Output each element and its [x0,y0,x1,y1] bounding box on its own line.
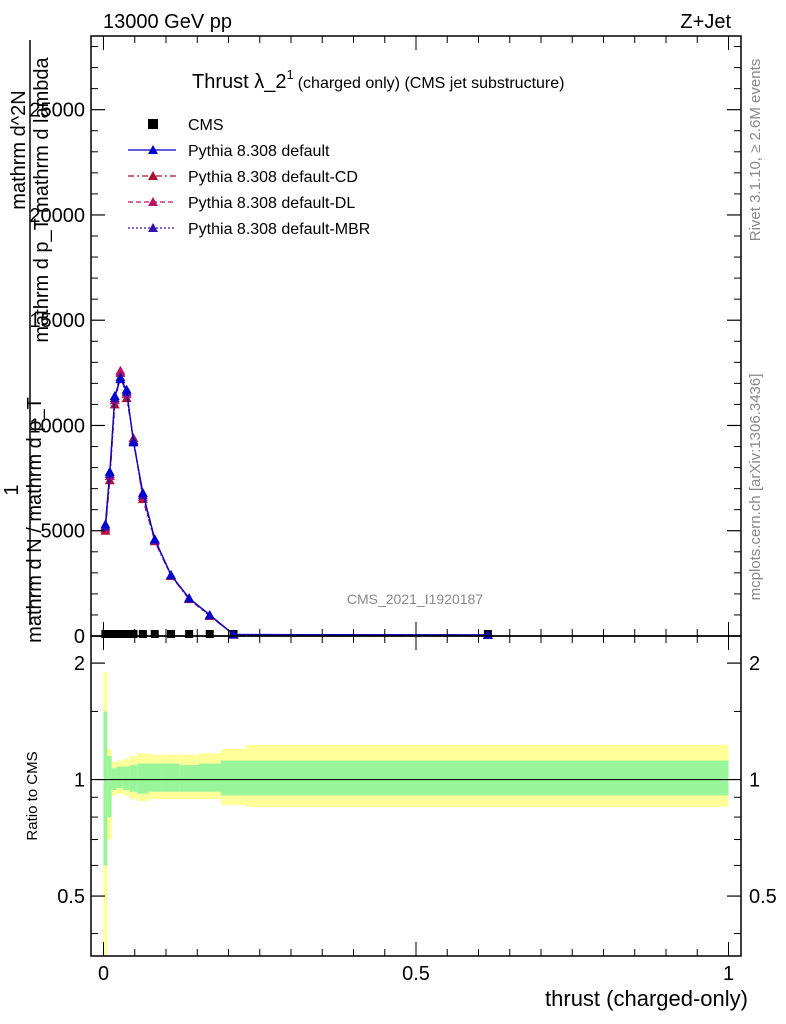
ratio-inner-band [103,711,108,866]
main-y-tick-label: 15000 [29,310,85,332]
ratio-y-label: Ratio to CMS [24,751,41,840]
main-plot-area [100,365,493,640]
ratio-inner-band [107,756,112,818]
main-y-tick-label: 5000 [41,521,86,543]
legend-label: Pythia 8.308 default-MBR [188,221,370,238]
legend-label: Pythia 8.308 default [188,143,330,160]
series-marker-1 [115,374,126,384]
x-tick-label: 0.5 [402,963,430,985]
ratio-y-tick-label: 0.5 [57,886,85,908]
legend-marker [148,145,158,154]
legend-label: Pythia 8.308 default-CD [188,169,358,186]
cms-data-point [138,630,147,638]
series-marker-1 [137,487,148,497]
cms-data-point [167,630,175,638]
cms-data-point [205,630,214,638]
series-marker-3 [115,365,126,375]
legend-marker [148,171,158,180]
y-label-numerator: 1 [1,484,23,495]
legend-marker [148,197,158,206]
ratio-y-tick-label-right: 0.5 [749,886,777,908]
ratio-inner-band [179,765,199,792]
analysis-watermark: CMS_2021_I1920187 [347,591,483,607]
cms-data-point [122,630,131,638]
series-marker-1 [121,384,132,394]
series-marker-1 [128,437,139,447]
cms-data-point [110,630,119,638]
main-y-tick-label: 10000 [29,415,85,437]
legend-marker [148,223,158,232]
ratio-inner-band [221,760,246,796]
series-marker-1 [100,519,111,529]
series-marker-1 [204,609,215,619]
main-y-tick-label: 0 [74,626,85,648]
ratio-y-tick-label: 2 [74,653,85,675]
ratio-inner-band [246,760,729,796]
ratio-y-tick-label: 1 [74,770,85,792]
ratio-plot-area [103,671,729,956]
header-right: Z+Jet [680,11,731,33]
plot-title: Thrust λ_21(charged only) (CMS jet subst… [192,67,564,93]
series-marker-1 [104,466,115,476]
main-y-tick-label: 20000 [29,205,85,227]
legend-label: Pythia 8.308 default-DL [188,195,355,212]
ratio-inner-band [137,763,149,794]
ratio-inner-band [148,763,162,792]
cms-data-point [129,630,138,638]
series-marker-1 [184,593,195,603]
ratio-inner-band [161,763,180,792]
main-y-label: 1 mathrm d N / mathrm d p_T mathrm d^2N … [1,40,53,643]
cms-data-point [116,630,125,638]
rivet-label: Rivet 3.1.10, ≥ 2.6M events [747,59,764,242]
header-left: 13000 GeV pp [103,11,232,33]
legend: CMS Pythia 8.308 default Pythia 8.308 defa… [128,117,370,238]
ratio-inner-band [198,763,221,792]
cms-data-point [185,630,194,638]
cms-data-point [150,630,159,638]
x-tick-label: 1 [723,963,734,985]
mcplots-label: mcplots.cern.ch [arXiv:1306.3436] [747,374,764,601]
ratio-y-tick-label-right: 2 [749,653,760,675]
series-marker-1 [149,534,160,544]
series-marker-1 [166,569,176,579]
y-label-main: mathrm d^2N [8,90,30,209]
cms-data-point [101,630,110,638]
x-tick-label: 0 [98,963,109,985]
ratio-inner-band [122,766,130,790]
series-marker-1 [109,391,120,400]
ratio-inner-band [129,765,138,792]
cms-data-point [105,630,114,638]
y-label-main-den: mathrm d p_T mathrm d lambda [31,56,53,342]
ratio-inner-band [116,766,123,789]
legend-label: CMS [188,117,224,134]
legend-marker-cms [148,119,158,129]
main-y-tick-label: 25000 [29,100,85,122]
ratio-y-tick-label-right: 1 [749,770,760,792]
x-axis-label: thrust (charged-only) [545,986,748,1011]
